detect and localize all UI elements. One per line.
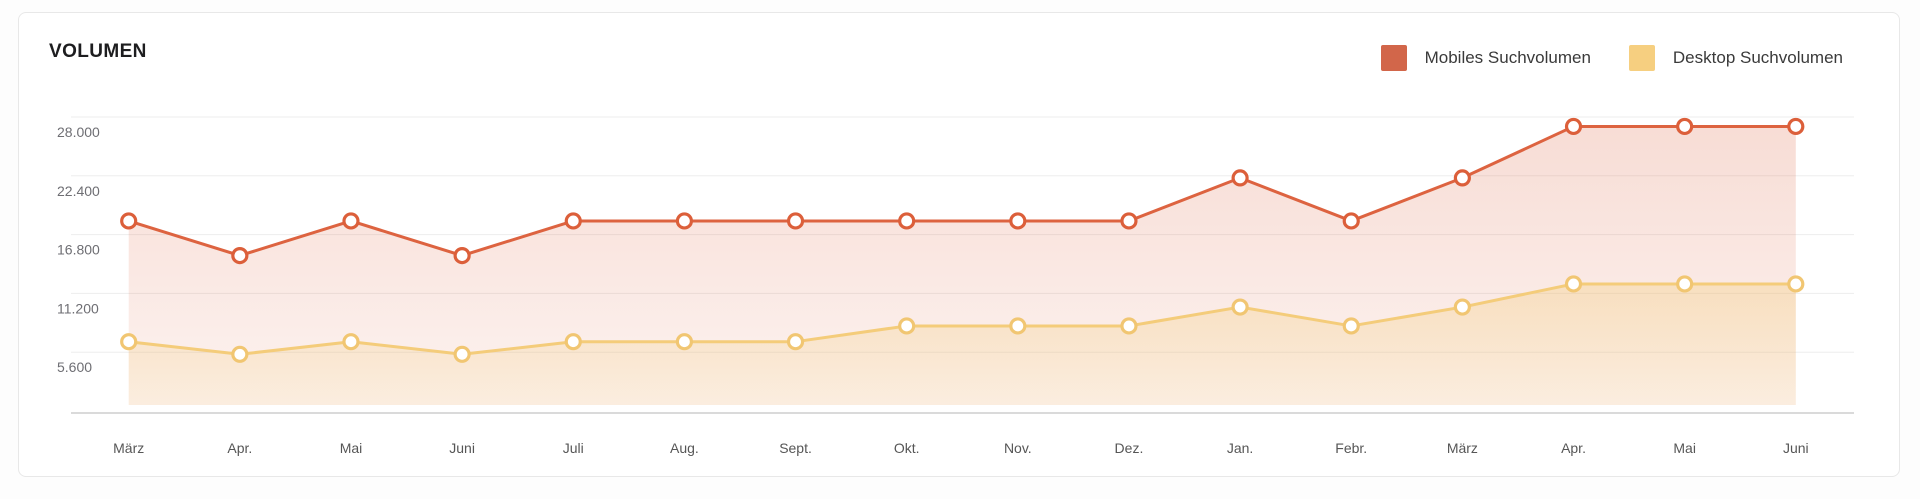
data-point-marker[interactable] bbox=[1453, 298, 1471, 316]
x-axis-label: Mai bbox=[1673, 440, 1696, 456]
x-axis-label: Aug. bbox=[670, 440, 699, 456]
data-point-marker[interactable] bbox=[786, 212, 805, 230]
data-point-marker[interactable] bbox=[1120, 317, 1138, 335]
y-axis-tick-label: 28.000 bbox=[57, 124, 100, 140]
x-axis-label: März bbox=[113, 440, 144, 456]
x-axis-label: Juli bbox=[563, 440, 584, 456]
data-point-marker[interactable] bbox=[1009, 212, 1027, 230]
volume-chart-card: VOLUMEN Mobiles Suchvolumen Desktop Such… bbox=[18, 12, 1900, 477]
data-point-marker[interactable] bbox=[898, 317, 916, 335]
data-point-marker[interactable] bbox=[1342, 212, 1360, 230]
data-point-marker[interactable] bbox=[1231, 169, 1249, 187]
legend-label-desktop: Desktop Suchvolumen bbox=[1672, 48, 1843, 67]
x-axis-label: Juni bbox=[449, 440, 475, 456]
data-point-marker[interactable] bbox=[1120, 212, 1138, 230]
data-point-marker[interactable] bbox=[1676, 117, 1694, 136]
data-point-marker[interactable] bbox=[231, 247, 249, 265]
data-point-marker[interactable] bbox=[564, 333, 582, 351]
x-axis-label: Nov. bbox=[1004, 440, 1032, 456]
data-point-marker[interactable] bbox=[675, 333, 694, 351]
data-point-marker[interactable] bbox=[453, 345, 471, 363]
x-axis-label: Apr. bbox=[227, 440, 252, 456]
chart-legend: Mobiles Suchvolumen Desktop Suchvolumen bbox=[1380, 45, 1843, 71]
data-point-marker[interactable] bbox=[1787, 117, 1805, 136]
series-line-desktop bbox=[128, 282, 1796, 356]
data-point-marker[interactable] bbox=[1787, 275, 1805, 293]
x-axis-label: Jan. bbox=[1227, 440, 1253, 456]
legend-label-mobile: Mobiles Suchvolumen bbox=[1424, 48, 1591, 67]
data-point-marker[interactable] bbox=[1564, 275, 1583, 293]
data-point-marker[interactable] bbox=[898, 212, 916, 230]
x-axis-label: Sept. bbox=[779, 440, 812, 456]
legend-item-mobile[interactable]: Mobiles Suchvolumen bbox=[1380, 45, 1591, 71]
data-point-marker[interactable] bbox=[786, 333, 805, 351]
data-point-marker[interactable] bbox=[453, 247, 471, 265]
data-point-marker[interactable] bbox=[120, 212, 138, 230]
x-axis-label: Apr. bbox=[1561, 440, 1586, 456]
x-axis-label: Mai bbox=[340, 440, 363, 456]
data-point-marker[interactable] bbox=[1676, 275, 1694, 293]
legend-item-desktop[interactable]: Desktop Suchvolumen bbox=[1628, 45, 1843, 71]
data-point-marker[interactable] bbox=[1564, 117, 1583, 136]
page-title: VOLUMEN bbox=[49, 41, 147, 62]
data-point-marker[interactable] bbox=[120, 333, 138, 351]
y-axis-tick-label: 16.800 bbox=[57, 242, 100, 258]
data-point-marker[interactable] bbox=[564, 212, 582, 230]
x-axis-label: Dez. bbox=[1115, 440, 1144, 456]
data-point-marker[interactable] bbox=[342, 212, 360, 230]
x-axis-label: Juni bbox=[1783, 440, 1809, 456]
data-point-marker[interactable] bbox=[342, 333, 360, 351]
data-point-marker[interactable] bbox=[1342, 317, 1360, 335]
mobile-series-swatch-icon bbox=[1380, 45, 1407, 71]
series-line-mobile bbox=[128, 124, 1796, 258]
x-axis-label: März bbox=[1447, 440, 1478, 456]
data-point-marker[interactable] bbox=[231, 345, 249, 363]
data-point-marker[interactable] bbox=[1009, 317, 1027, 335]
data-point-marker[interactable] bbox=[675, 212, 694, 230]
series-area-desktop bbox=[128, 283, 1796, 405]
volume-line-chart[interactable]: 28.000 22.400 16.800 11.200 5.600 März Apr. Mai… bbox=[49, 91, 1873, 473]
y-axis-tick-label: 22.400 bbox=[57, 183, 100, 199]
desktop-series-swatch-icon bbox=[1628, 45, 1655, 71]
x-axis-label: Febr. bbox=[1335, 440, 1367, 456]
x-axis-label: Okt. bbox=[894, 440, 920, 456]
y-axis-tick-label: 5.600 bbox=[57, 359, 92, 375]
chart-canvas[interactable]: 28.000 22.400 16.800 11.200 5.600 März Apr. Mai… bbox=[49, 91, 1873, 473]
data-point-marker[interactable] bbox=[1231, 298, 1249, 316]
data-point-marker[interactable] bbox=[1453, 169, 1471, 187]
y-axis-tick-label: 11.200 bbox=[57, 300, 99, 316]
